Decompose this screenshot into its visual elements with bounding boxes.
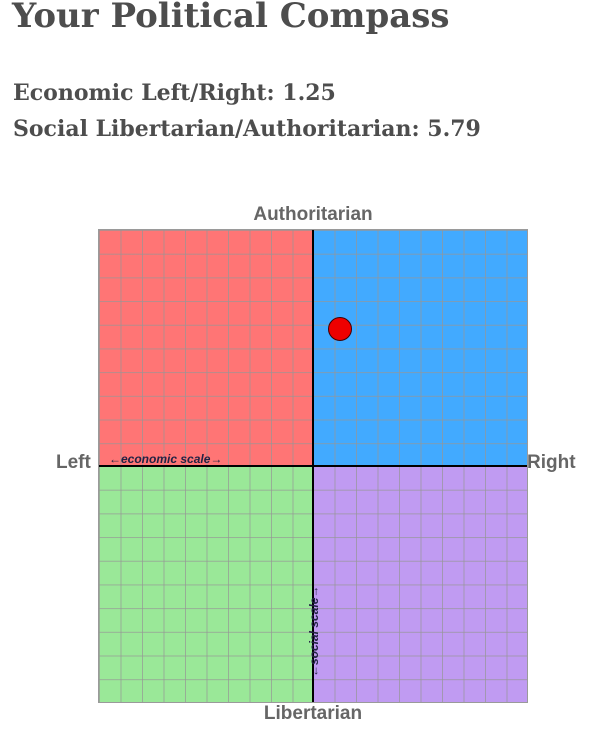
economic-score: Economic Left/Right: 1.25 — [13, 80, 336, 106]
right-label: Right — [527, 452, 576, 473]
quadrant-authoritarian-left — [99, 230, 313, 466]
economic-scale-label: ←economic scale→ — [109, 452, 223, 466]
quadrant-libertarian-right — [313, 466, 527, 702]
social-scale-label: ←social scale→ — [307, 585, 321, 677]
quadrant-libertarian-left — [99, 466, 313, 702]
position-dot — [327, 317, 352, 342]
left-label: Left — [56, 452, 91, 473]
libertarian-label: Libertarian — [263, 703, 363, 724]
page-title: Your Political Compass — [12, 0, 450, 36]
social-axis-line — [312, 230, 314, 702]
social-score: Social Libertarian/Authoritarian: 5.79 — [13, 116, 481, 142]
quadrant-authoritarian-right — [313, 230, 527, 466]
political-compass-chart: ←economic scale→ ←social scale→ — [98, 229, 528, 703]
authoritarian-label: Authoritarian — [253, 204, 373, 225]
